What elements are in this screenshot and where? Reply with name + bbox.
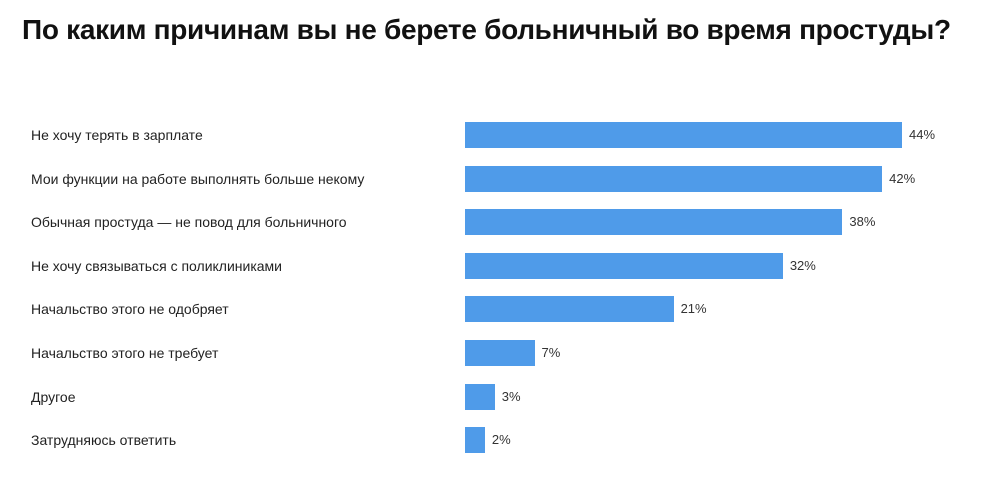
data-label: 42%: [889, 170, 916, 186]
bar: [465, 340, 535, 366]
bar: [465, 427, 485, 454]
data-label: 21%: [680, 301, 707, 317]
bar: [465, 296, 674, 323]
data-label: 38%: [849, 214, 876, 230]
bar: [465, 122, 902, 148]
category-label: Не хочу терять в зарплате: [31, 127, 203, 143]
category-label: Начальство этого не требует: [31, 345, 219, 361]
data-label: 44%: [909, 127, 936, 142]
category-label: Затрудняюсь ответить: [31, 432, 177, 449]
bar: [465, 209, 843, 236]
category-label: Не хочу связываться с поликлиниками: [31, 257, 282, 274]
category-label: Обычная простуда — не повод для больничн…: [31, 214, 347, 231]
category-label: Мои функции на работе выполнять больше н…: [31, 170, 365, 187]
chart-title: По каким причинам вы не берете больничны…: [22, 14, 951, 45]
bar: [465, 165, 883, 192]
bar: [465, 383, 495, 410]
data-label: 7%: [541, 345, 561, 360]
data-label: 2%: [491, 432, 511, 448]
category-label: Начальство этого не одобряет: [31, 301, 229, 318]
category-label: Другое: [31, 388, 76, 405]
data-label: 32%: [789, 257, 816, 273]
data-label: 3%: [501, 388, 521, 404]
bar: [465, 252, 783, 279]
